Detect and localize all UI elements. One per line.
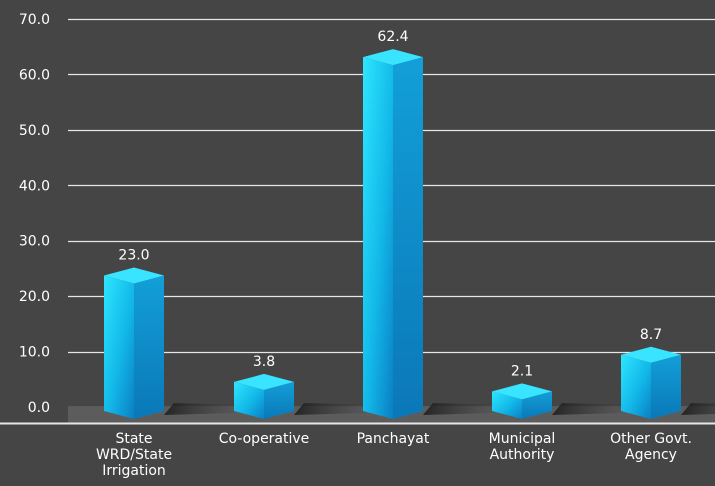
bar-face-right xyxy=(651,354,681,419)
bar-shadow xyxy=(423,403,513,415)
x-tick-label: Panchayat xyxy=(357,431,430,447)
x-tick-label: Municipal Authority xyxy=(489,431,556,463)
bar-face-left xyxy=(234,381,264,419)
y-tick-label: 60.0 xyxy=(19,67,50,83)
y-axis-ticks: 0.0 10.0 20.0 30.0 40.0 50.0 60.0 70.0 xyxy=(19,12,50,416)
data-labels: 23.0 3.8 62.4 2.1 8.7 xyxy=(118,29,662,379)
bars xyxy=(104,49,715,420)
data-label: 62.4 xyxy=(377,29,408,45)
x-tick-label: Other Govt. Agency xyxy=(610,431,692,463)
y-tick-label: 10.0 xyxy=(19,345,50,361)
data-label: 2.1 xyxy=(511,363,533,379)
bar-face-left xyxy=(104,275,134,419)
bar-face-right xyxy=(134,275,164,419)
bar-top xyxy=(104,267,164,284)
y-tick-label: 50.0 xyxy=(19,123,50,139)
bar-face-left xyxy=(492,391,522,419)
bar-shadow xyxy=(681,403,715,415)
bar-top xyxy=(234,373,294,390)
y-tick-label: 30.0 xyxy=(19,234,50,250)
y-tick-label: 0.0 xyxy=(28,400,50,416)
x-tick-label: State WRD/State Irrigation xyxy=(96,431,172,479)
bar xyxy=(363,49,513,420)
data-label: 3.8 xyxy=(253,354,275,370)
bar-top xyxy=(621,346,681,363)
bar-shadow xyxy=(552,403,642,415)
bar-face-left xyxy=(363,57,393,420)
data-label: 23.0 xyxy=(118,248,149,264)
bar-face-left xyxy=(621,354,651,419)
category-labels: State WRD/State Irrigation Co-operative Panc… xyxy=(96,431,692,479)
data-label: 8.7 xyxy=(640,327,662,343)
bar xyxy=(234,373,384,419)
bar-shadow xyxy=(164,403,254,415)
y-tick-label: 70.0 xyxy=(19,12,50,28)
bar-face-right xyxy=(264,381,294,419)
y-tick-label: 40.0 xyxy=(19,178,50,194)
bar xyxy=(104,267,254,419)
bar xyxy=(621,346,715,419)
bar-top xyxy=(363,49,423,66)
bar-top xyxy=(492,383,552,400)
bar-face-right xyxy=(522,391,552,419)
bar-shadow xyxy=(294,403,384,415)
y-tick-label: 20.0 xyxy=(19,289,50,305)
bar xyxy=(492,383,642,419)
bar-face-right xyxy=(393,57,423,420)
x-tick-label: Co-operative xyxy=(219,431,310,447)
